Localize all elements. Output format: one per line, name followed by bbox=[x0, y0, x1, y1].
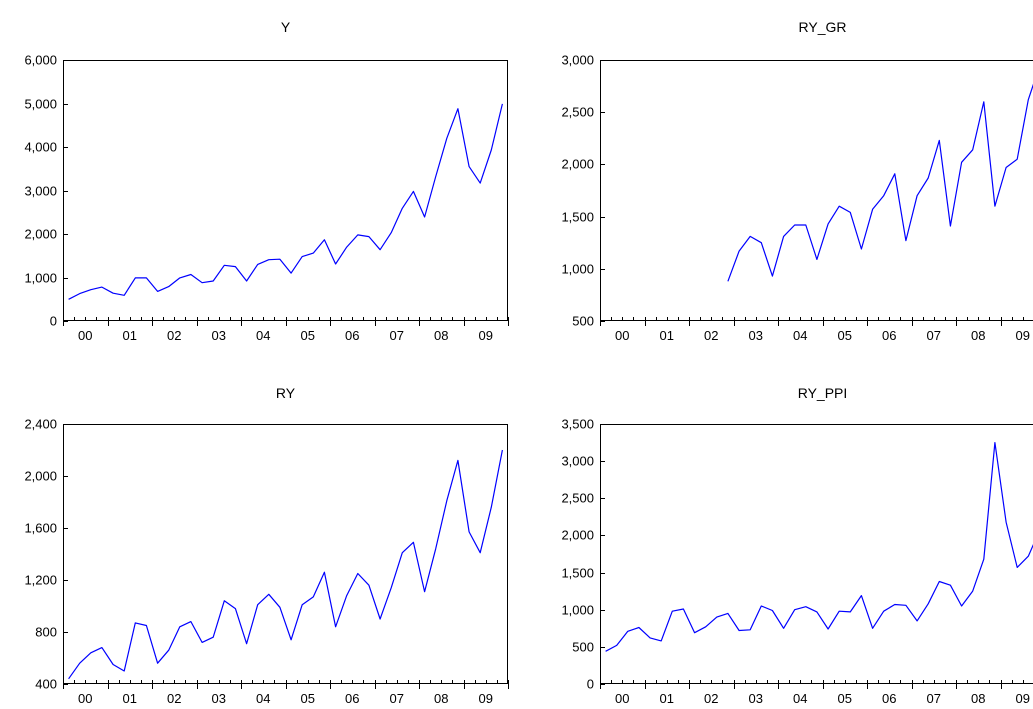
x-tick-label: 09 bbox=[479, 328, 493, 343]
x-tick-label: 06 bbox=[345, 328, 359, 343]
y-tick-label: 2,000 bbox=[561, 528, 594, 543]
y-tick-label: 2,500 bbox=[561, 105, 594, 120]
series-line bbox=[605, 442, 1033, 652]
x-tick-label: 01 bbox=[123, 691, 137, 706]
x-tick-label: 08 bbox=[434, 328, 448, 343]
y-tick-label: 800 bbox=[35, 625, 57, 640]
y-tick-label: 0 bbox=[50, 314, 57, 329]
y-tick-label: 2,000 bbox=[24, 469, 57, 484]
chart-title: Y bbox=[281, 19, 291, 35]
x-tick-label: 08 bbox=[434, 691, 448, 706]
y-tick-label: 3,000 bbox=[561, 53, 594, 68]
x-tick-label: 07 bbox=[390, 691, 404, 706]
plot-frame bbox=[600, 60, 1033, 321]
x-tick-label: 00 bbox=[615, 691, 629, 706]
x-tick-label: 01 bbox=[123, 328, 137, 343]
chart-title: RY_PPI bbox=[798, 385, 848, 401]
x-tick-label: 06 bbox=[345, 691, 359, 706]
x-tick-label: 03 bbox=[749, 328, 763, 343]
y-tick-label: 5,000 bbox=[24, 97, 57, 112]
y-tick-label: 1,000 bbox=[24, 271, 57, 286]
x-tick-label: 01 bbox=[660, 328, 674, 343]
x-tick-label: 05 bbox=[301, 328, 315, 343]
y-tick-label: 500 bbox=[572, 314, 594, 329]
x-tick-label: 07 bbox=[927, 691, 941, 706]
y-tick-label: 400 bbox=[35, 677, 57, 692]
y-tick-label: 1,200 bbox=[24, 573, 57, 588]
x-tick-label: 00 bbox=[78, 328, 92, 343]
chart-1: Y 0 1,000 2,000 3,000 4,000 5,000 6,000 00 01 02 03… bbox=[24, 19, 509, 343]
plot-frame bbox=[63, 424, 508, 684]
y-tick-label: 2,500 bbox=[561, 491, 594, 506]
x-tick-label: 06 bbox=[882, 691, 896, 706]
series-line bbox=[68, 449, 503, 680]
x-tick-label: 04 bbox=[256, 328, 270, 343]
x-tick-label: 04 bbox=[256, 691, 270, 706]
y-tick-label: 3,000 bbox=[561, 454, 594, 469]
y-tick-label: 500 bbox=[572, 640, 594, 655]
y-tick-label: 1,500 bbox=[561, 210, 594, 225]
x-tick-label: 02 bbox=[167, 328, 181, 343]
series-line bbox=[68, 103, 503, 300]
y-tick-label: 3,500 bbox=[561, 417, 594, 432]
x-tick-label: 09 bbox=[1016, 328, 1030, 343]
x-tick-label: 02 bbox=[167, 691, 181, 706]
x-tick-label: 00 bbox=[615, 328, 629, 343]
x-tick-label: 05 bbox=[301, 691, 315, 706]
y-tick-label: 1,500 bbox=[561, 566, 594, 581]
y-tick-label: 1,000 bbox=[561, 603, 594, 618]
y-tick-label: 4,000 bbox=[24, 140, 57, 155]
x-tick-label: 07 bbox=[390, 328, 404, 343]
y-tick-label: 0 bbox=[587, 677, 594, 692]
y-tick-label: 2,400 bbox=[24, 417, 57, 432]
y-tick-label: 1,600 bbox=[24, 521, 57, 536]
y-tick-label: 2,000 bbox=[561, 157, 594, 172]
x-tick-label: 08 bbox=[971, 328, 985, 343]
plot-frame bbox=[63, 60, 508, 321]
y-tick-label: 6,000 bbox=[24, 53, 57, 68]
x-tick-label: 04 bbox=[793, 328, 807, 343]
x-tick-label: 00 bbox=[78, 691, 92, 706]
chart-title: RY_GR bbox=[799, 19, 847, 35]
x-tick-label: 02 bbox=[704, 691, 718, 706]
x-tick-label: 03 bbox=[212, 328, 226, 343]
y-tick-label: 2,000 bbox=[24, 227, 57, 242]
x-tick-label: 03 bbox=[212, 691, 226, 706]
plot-frame bbox=[600, 424, 1033, 684]
x-tick-label: 09 bbox=[479, 691, 493, 706]
x-tick-label: 07 bbox=[927, 328, 941, 343]
y-tick-label: 3,000 bbox=[24, 184, 57, 199]
x-tick-label: 05 bbox=[838, 328, 852, 343]
series-line bbox=[727, 83, 1033, 282]
x-tick-label: 02 bbox=[704, 328, 718, 343]
x-tick-label: 01 bbox=[660, 691, 674, 706]
chart-4: RY_PPI05001,0001,5002,0002,5003,0003,500… bbox=[561, 385, 1033, 706]
x-tick-label: 05 bbox=[838, 691, 852, 706]
x-tick-label: 09 bbox=[1016, 691, 1030, 706]
chart-3: RY 400 800 1,200 1,600 2,000 2,400 00 01 02 03 04 05… bbox=[24, 385, 509, 706]
x-tick-label: 03 bbox=[749, 691, 763, 706]
x-tick-label: 04 bbox=[793, 691, 807, 706]
y-tick-label: 1,000 bbox=[561, 262, 594, 277]
chart-title: RY bbox=[276, 385, 296, 401]
x-tick-label: 08 bbox=[971, 691, 985, 706]
x-tick-label: 06 bbox=[882, 328, 896, 343]
chart-2: RY_GR 500 1,000 1,500 2,000 2,500 3,000 00 01 02 0… bbox=[561, 19, 1033, 343]
